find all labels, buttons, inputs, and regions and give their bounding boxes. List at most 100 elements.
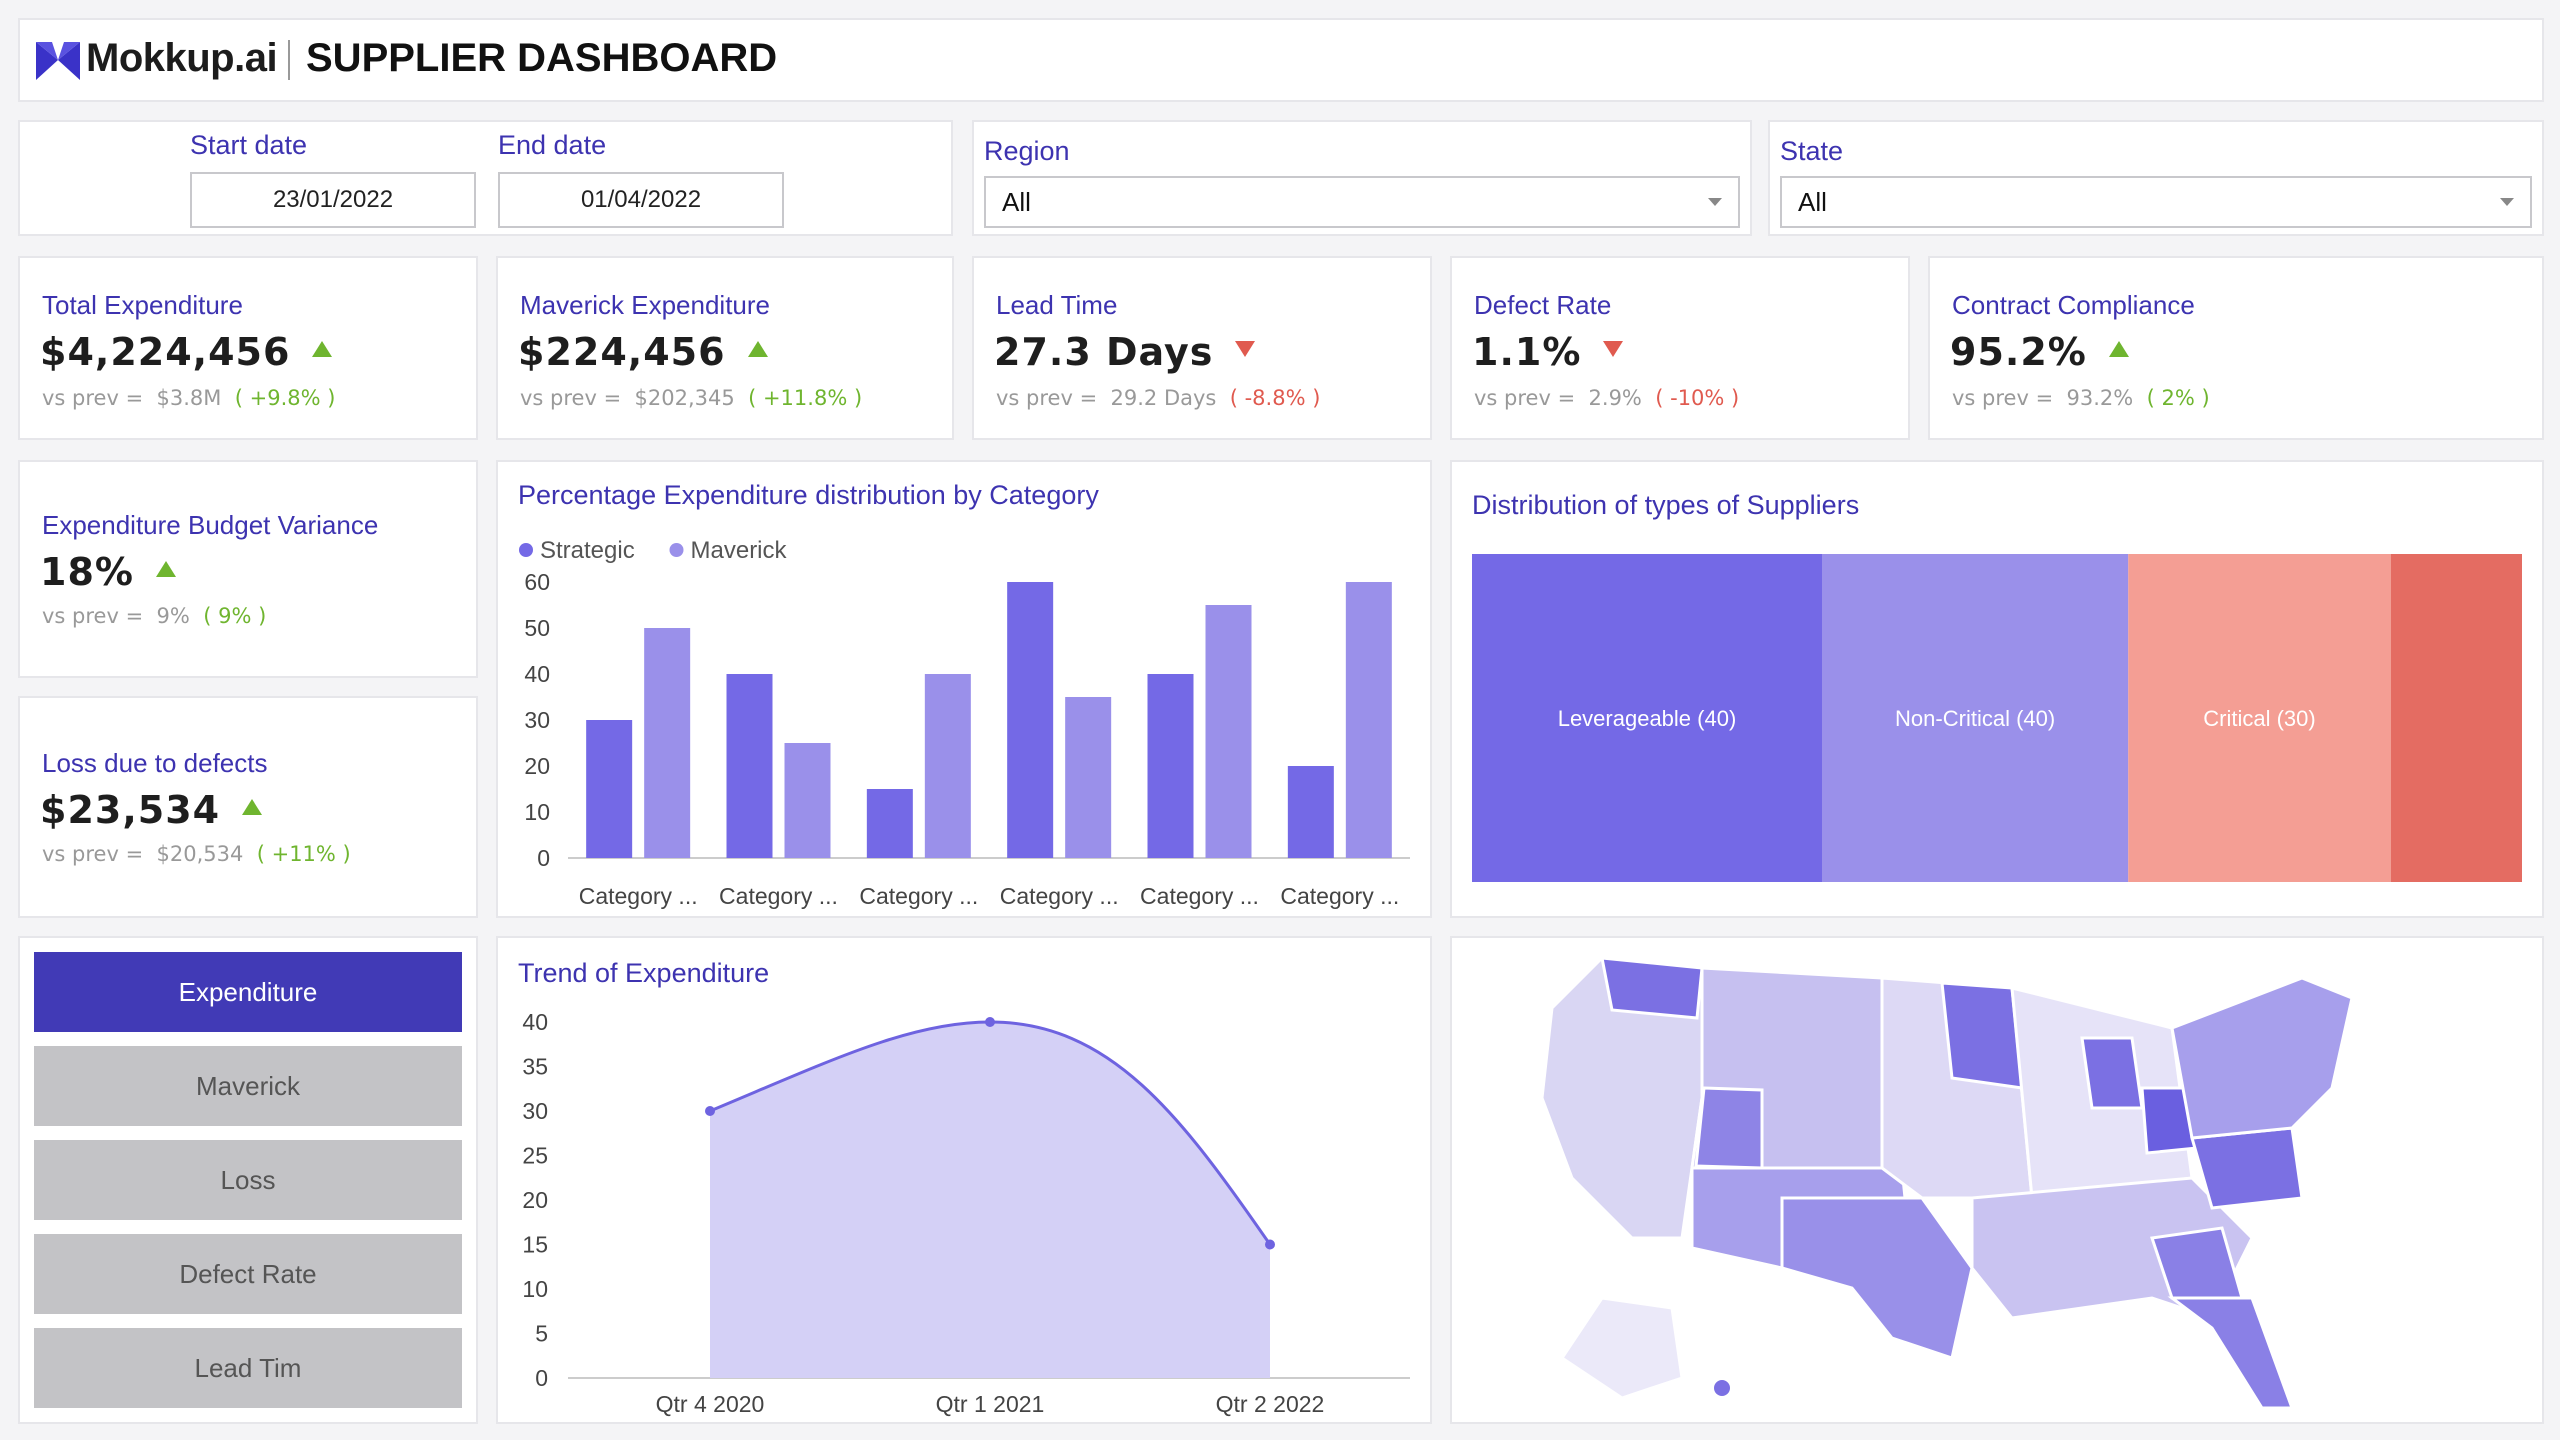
map-region-minnesota [1940,981,2024,1090]
x-tick-label: Category ... [1000,883,1119,909]
page-title: SUPPLIER DASHBOARD [306,36,778,80]
x-tick-label: Qtr 1 2021 [936,1391,1045,1417]
y-tick-label: 10 [524,799,550,825]
header-divider [288,40,290,80]
kpi-comparison: vs prev = $3.8M ( +9.8% ) [42,386,336,410]
legend-label: Strategic [540,537,635,564]
trend-area-chart: 0 5 10 15 20 25 30 35 40 Qtr 4 2020 Qtr 1 2021 Qtr … [522,1009,1410,1417]
x-tick-label: Category ... [579,883,698,909]
y-tick-label: 35 [522,1054,548,1080]
date-filter-panel: Start date 23/01/2022 End date 01/04/202… [18,120,953,236]
bar-maverick[interactable] [924,674,971,858]
region-select-value: All [1002,186,1031,217]
area-fill [710,1022,1270,1378]
map-region-florida [2167,1296,2295,1410]
x-tick-label: Category ... [719,883,838,909]
legend-marker [669,543,684,557]
state-filter-panel: State All [1768,120,2544,236]
supplier-segment[interactable] [1822,554,2129,882]
y-tick-label: 30 [524,707,550,733]
start-date-label: Start date [190,130,308,160]
nav-button-defect-rate[interactable]: Defect Rate [34,1234,462,1314]
mokkup-logo-icon [36,42,80,80]
state-select[interactable]: All [1780,176,2532,228]
kpi-title: Lead Time [996,290,1118,320]
usa-map-icon[interactable] [1452,938,2542,1422]
bar-strategic[interactable] [866,789,913,858]
bar-strategic[interactable] [726,674,773,858]
bar-maverick[interactable] [1065,697,1112,858]
bar-maverick[interactable] [784,743,831,858]
y-tick-label: 15 [522,1232,548,1258]
chart-title: Percentage Expenditure distribution by C… [518,480,1099,510]
supplier-segment-label: Critical (30) [2203,706,2315,731]
kpi-value: 18% [40,550,176,594]
supplier-distribution-chart: Leverageable (40) Non-Critical (40) Critic… [1472,554,2522,882]
trend-point[interactable] [1265,1239,1275,1250]
kpi-value: $224,456 [518,330,768,374]
kpi-value: $4,224,456 [40,330,333,374]
supplier-segment-label: Non-Critical (40) [1895,706,2055,731]
bar-maverick[interactable] [644,628,691,858]
y-tick-label: 20 [522,1187,548,1213]
supplier-segment[interactable] [2128,554,2391,882]
logo-text: Mokkup.ai [86,36,278,80]
kpi-card-loss-due-to-defects: Loss due to defects $23,534 vs prev = $2… [18,696,478,918]
trend-point[interactable] [985,1017,995,1027]
trend-down-icon [1235,341,1256,357]
bar-strategic[interactable] [1287,766,1334,858]
map-region-virginia [2190,1126,2304,1210]
y-tick-label: 60 [524,569,550,595]
bar-maverick[interactable] [1205,605,1252,858]
nav-button-expenditure[interactable]: Expenditure [34,952,462,1032]
kpi-value: 27.3 Days [994,330,1256,374]
y-tick-label: 0 [537,845,550,871]
supplier-segment[interactable] [1472,554,1822,882]
kpi-card-defect-rate: Defect Rate 1.1% vs prev = 2.9% ( -10% ) [1450,256,1910,440]
end-date-input[interactable]: 01/04/2022 [498,172,784,228]
nav-button-lead-time[interactable]: Lead Tim [34,1328,462,1408]
chart-title: Trend of Expenditure [518,958,770,988]
y-tick-label: 40 [522,1009,548,1035]
map-region-northeast [2170,976,2354,1140]
y-tick-label: 10 [522,1276,548,1302]
nav-button-maverick[interactable]: Maverick [34,1046,462,1126]
map-region-utah [1694,1086,1764,1170]
nav-button-loss[interactable]: Loss [34,1140,462,1220]
end-date-label: End date [498,130,607,160]
kpi-card-maverick-expenditure: Maverick Expenditure $224,456 vs prev = … [496,256,954,440]
y-tick-label: 50 [524,615,550,641]
supplier-distribution-card: Distribution of types of Suppliers Lever… [1450,460,2544,918]
state-label: State [1780,136,1844,166]
category-bar-chart: Strategic Maverick 0 10 20 30 40 50 60 Category .… [519,537,1410,909]
y-tick-label: 0 [535,1365,548,1391]
map-region-washington [1600,956,1704,1020]
map-region-texas [1780,1196,1974,1360]
y-tick-label: 20 [524,753,550,779]
y-tick-label: 40 [524,661,550,687]
map-region-michigan [2080,1036,2144,1110]
chevron-down-icon [2500,198,2514,206]
kpi-card-budget-variance: Expenditure Budget Variance 18% vs prev … [18,460,478,678]
region-select[interactable]: All [984,176,1740,228]
map-region-alaska [1559,1296,1684,1400]
kpi-title: Expenditure Budget Variance [42,510,379,540]
trend-up-icon [747,341,768,357]
trend-point[interactable] [705,1106,715,1116]
bar-maverick[interactable] [1345,582,1392,858]
start-date-input[interactable]: 23/01/2022 [190,172,476,228]
kpi-value: 1.1% [1472,330,1624,374]
kpi-value: 95.2% [1950,330,2129,374]
x-tick-label: Qtr 2 2022 [1216,1391,1325,1417]
bar-strategic[interactable] [1007,582,1054,858]
legend-label: Maverick [691,537,788,564]
kpi-title: Contract Compliance [1952,290,2195,320]
bar-strategic[interactable] [586,720,633,858]
bar-strategic[interactable] [1147,674,1194,858]
kpi-card-lead-time: Lead Time 27.3 Days vs prev = 29.2 Days … [972,256,1432,440]
y-tick-label: 30 [522,1098,548,1124]
usa-map-card [1450,936,2544,1424]
supplier-segment[interactable] [2390,554,2522,882]
metric-nav-panel: Expenditure Maverick Loss Defect Rate Le… [18,936,478,1424]
trend-up-icon [155,561,176,577]
